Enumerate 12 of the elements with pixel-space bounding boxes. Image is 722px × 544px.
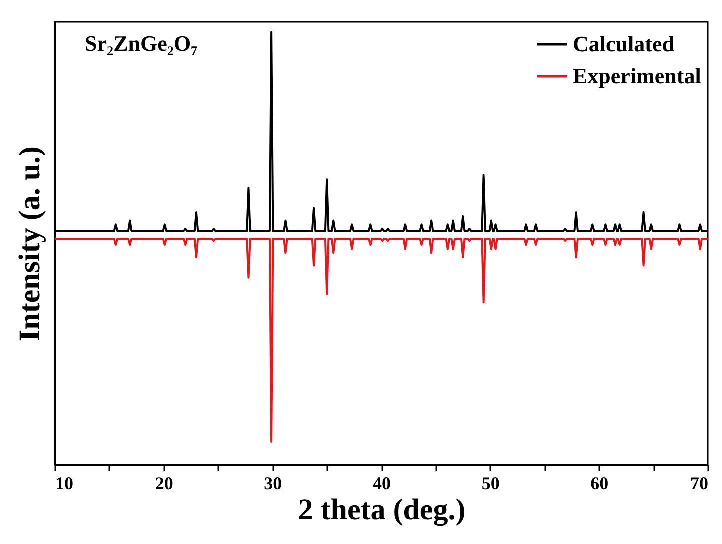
x-tick-label: 10: [56, 474, 74, 494]
y-axis-title: Intensity (a. u.): [14, 146, 46, 342]
x-tick-label: 50: [482, 474, 500, 494]
x-tick-label: 20: [155, 474, 174, 494]
x-axis-title: 2 theta (deg.): [298, 494, 466, 526]
x-tick-label: 70: [690, 474, 708, 494]
x-tick-label: 60: [590, 474, 609, 494]
legend-label: Experimental: [573, 64, 702, 88]
x-tick-label: 30: [264, 474, 282, 494]
legend-label: Calculated: [573, 32, 674, 56]
annotation: Sr₂ZnGe₂O₇: [85, 31, 198, 56]
x-tick-label: 40: [373, 474, 391, 494]
